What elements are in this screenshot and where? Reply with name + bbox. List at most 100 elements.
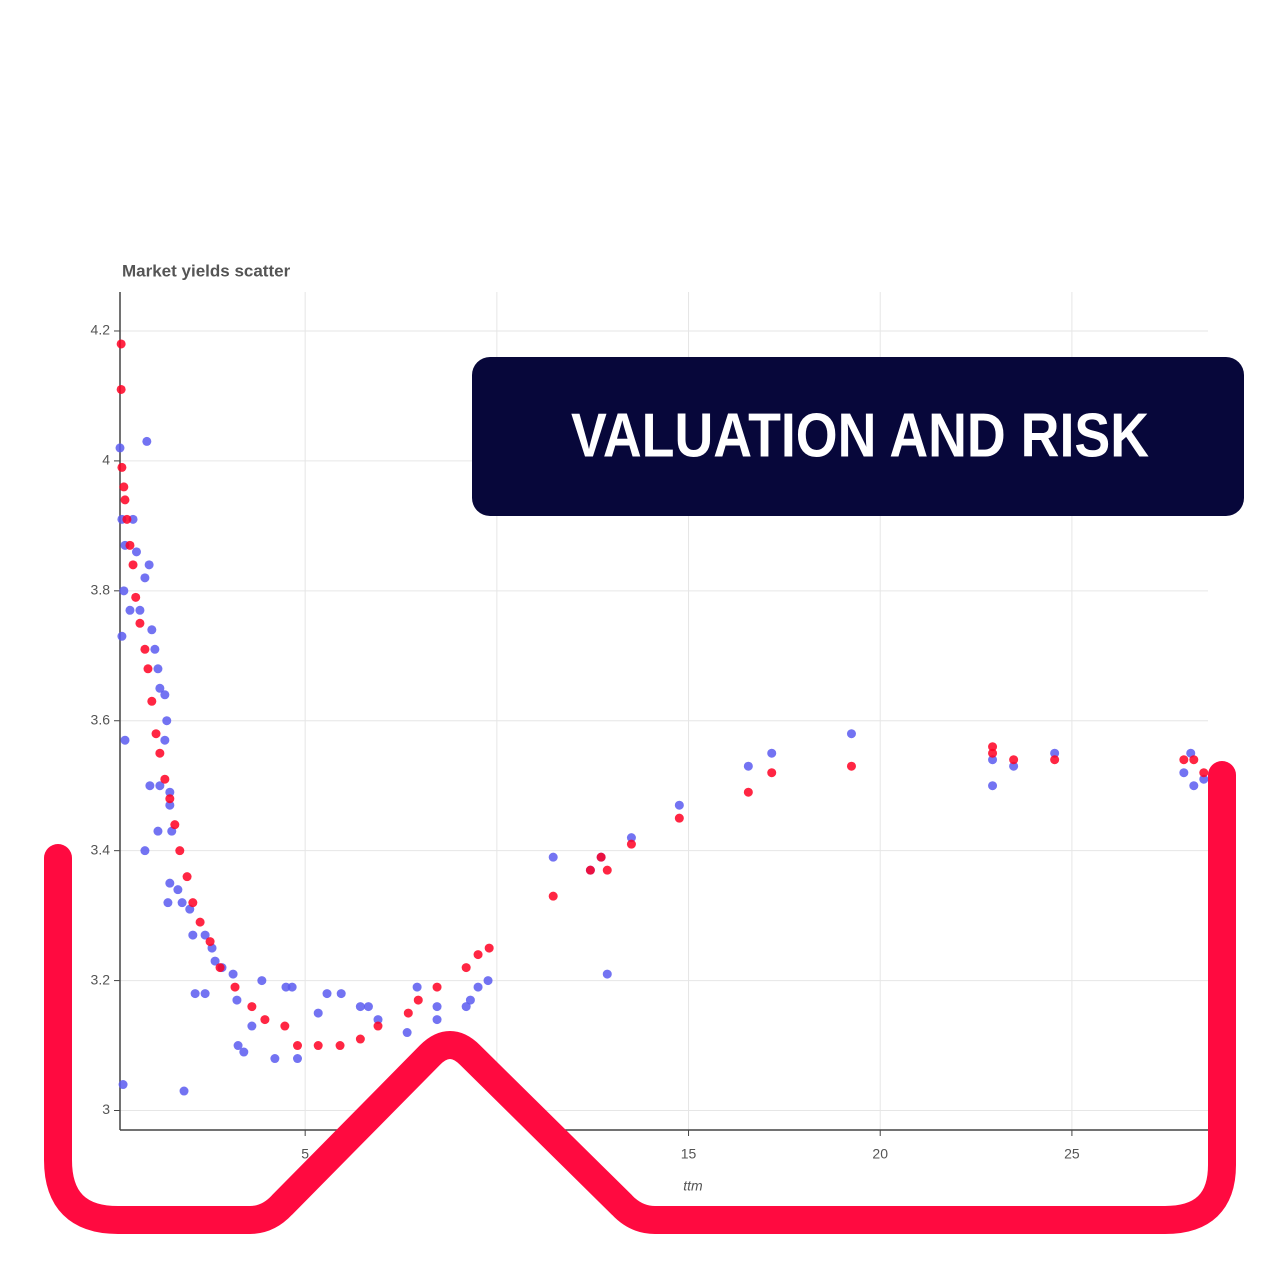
point	[1189, 781, 1199, 791]
point	[162, 716, 172, 726]
point	[128, 560, 138, 570]
point	[117, 631, 127, 641]
point	[120, 495, 130, 505]
point	[165, 794, 175, 804]
y-tick-label: 3	[102, 1101, 110, 1117]
y-tick-label: 3.2	[91, 971, 111, 987]
y-tick-label: 3.4	[91, 841, 111, 857]
point	[239, 1047, 249, 1057]
point	[125, 605, 135, 615]
point	[118, 1080, 128, 1090]
point	[257, 976, 267, 986]
point	[215, 963, 225, 973]
point	[200, 989, 210, 999]
point	[153, 664, 163, 674]
point	[173, 885, 183, 895]
point	[846, 729, 856, 739]
point	[988, 742, 998, 752]
point	[988, 781, 998, 791]
point	[846, 761, 856, 771]
point	[190, 989, 200, 999]
y-tick-label: 3.8	[91, 582, 111, 598]
point	[373, 1015, 383, 1025]
point	[1009, 755, 1019, 765]
point	[160, 774, 170, 784]
x-tick-label: 15	[681, 1146, 697, 1162]
point	[119, 586, 129, 596]
point	[160, 735, 170, 745]
point	[1009, 761, 1019, 771]
point	[363, 1002, 373, 1012]
point	[230, 982, 240, 992]
point	[402, 1028, 412, 1038]
point	[743, 761, 753, 771]
point	[585, 865, 595, 875]
point	[626, 839, 636, 849]
point	[188, 898, 198, 908]
point	[602, 865, 612, 875]
point	[144, 560, 154, 570]
x-tick-label: 20	[872, 1146, 888, 1162]
point	[335, 1041, 345, 1051]
point	[292, 1041, 302, 1051]
point	[473, 982, 483, 992]
point	[1050, 755, 1060, 765]
point	[151, 729, 161, 739]
point	[147, 625, 157, 635]
y-tick-label: 4.2	[91, 322, 111, 338]
point	[674, 800, 684, 810]
point	[988, 748, 998, 758]
banner-text: VALUATION AND RISK	[571, 401, 1149, 470]
point	[767, 748, 777, 758]
point	[140, 644, 150, 654]
point	[767, 768, 777, 778]
point	[1179, 768, 1189, 778]
point	[232, 995, 242, 1005]
point	[596, 852, 606, 862]
point	[1050, 748, 1060, 758]
point	[115, 443, 125, 453]
point	[150, 644, 160, 654]
point	[122, 514, 132, 524]
point	[461, 1002, 471, 1012]
point	[336, 989, 346, 999]
point	[412, 982, 422, 992]
point	[1199, 768, 1209, 778]
point	[125, 540, 135, 550]
point	[131, 592, 141, 602]
point	[140, 573, 150, 583]
overlay: VALUATION AND RISK	[44, 357, 1244, 1234]
point	[260, 1015, 270, 1025]
point	[313, 1008, 323, 1018]
point	[484, 943, 494, 953]
point	[165, 800, 175, 810]
point	[147, 696, 157, 706]
point	[120, 735, 130, 745]
point	[988, 755, 998, 765]
point	[155, 683, 165, 693]
point	[228, 969, 238, 979]
point	[155, 748, 165, 758]
point	[1189, 755, 1199, 765]
point	[287, 982, 297, 992]
point	[175, 846, 185, 856]
point	[142, 436, 152, 446]
point	[179, 1086, 189, 1096]
point	[1179, 755, 1189, 765]
point	[313, 1041, 323, 1051]
point	[135, 618, 145, 628]
point	[355, 1002, 365, 1012]
point	[182, 872, 192, 882]
point	[210, 956, 220, 966]
point	[461, 963, 471, 973]
point	[1199, 774, 1209, 784]
point	[432, 1015, 442, 1025]
point	[200, 930, 210, 940]
point	[140, 846, 150, 856]
x-tick-label: 5	[301, 1146, 309, 1162]
point	[143, 664, 153, 674]
point	[373, 1021, 383, 1031]
point	[116, 339, 126, 349]
point	[116, 384, 126, 394]
point	[131, 547, 141, 557]
